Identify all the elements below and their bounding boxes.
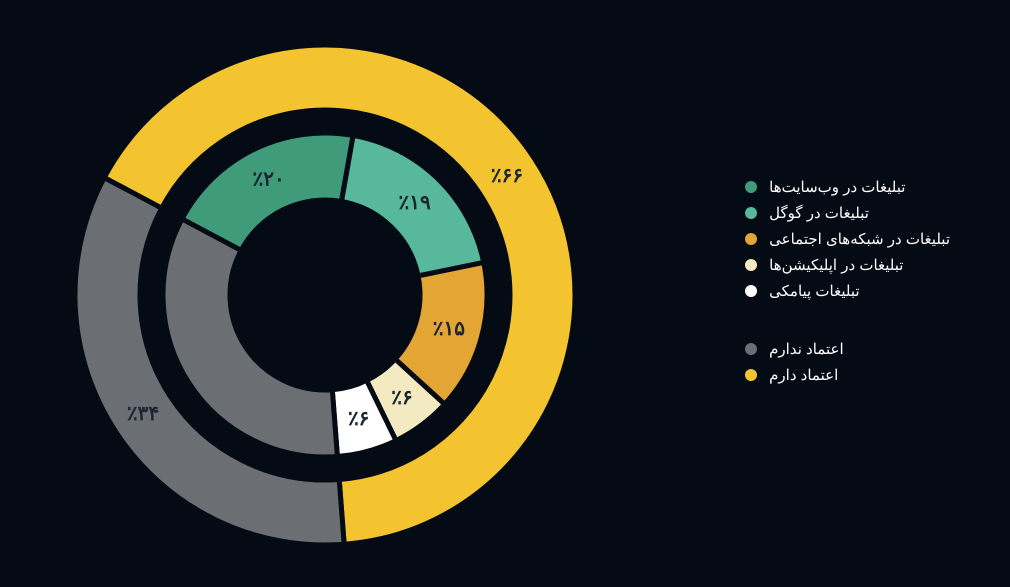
legend-category-label: تبلیغات پیامکی xyxy=(769,282,859,300)
legend-trust-label: اعتماد ندارم xyxy=(769,340,843,358)
legend-category-label: تبلیغات در شبکه‌های اجتماعی xyxy=(769,230,950,248)
legend-trust-dot xyxy=(745,369,757,381)
legend-trust-label: اعتماد دارم xyxy=(769,366,838,384)
legend-trust: اعتماد ندارم اعتماد دارم xyxy=(745,340,950,384)
legend-category-label: تبلیغات در گوگل xyxy=(769,204,869,222)
legend-trust-row: اعتماد دارم xyxy=(745,366,950,384)
legend-category-row: تبلیغات در وب‌سایت‌ها xyxy=(745,178,950,196)
legend-category-dot xyxy=(745,181,757,193)
legend-trust-dot xyxy=(745,343,757,355)
legend-category-dot xyxy=(745,259,757,271)
legend-category-row: تبلیغات در گوگل xyxy=(745,204,950,222)
legend-category-label: تبلیغات در وب‌سایت‌ها xyxy=(769,178,905,196)
inner-label-apps: ٪۶ xyxy=(391,387,412,409)
inner-label-google: ٪۱۹ xyxy=(398,192,430,214)
legend-category-row: تبلیغات پیامکی xyxy=(745,282,950,300)
legend-category-row: تبلیغات در شبکه‌های اجتماعی xyxy=(745,230,950,248)
legend: تبلیغات در وب‌سایت‌ها تبلیغات در گوگل تبلی… xyxy=(745,170,950,424)
outer-label-trust: ٪۶۶ xyxy=(491,165,523,187)
outer-label-no_trust: ٪۳۴ xyxy=(127,403,159,425)
legend-category-dot xyxy=(745,285,757,297)
inner-label-social: ٪۱۵ xyxy=(433,318,465,340)
legend-category-row: تبلیغات در اپلیکیشن‌ها xyxy=(745,256,950,274)
legend-category-dot xyxy=(745,233,757,245)
legend-trust-row: اعتماد ندارم xyxy=(745,340,950,358)
legend-category-dot xyxy=(745,207,757,219)
chart-container: ٪۶۶ ٪۳۴ ٪۲۰ ٪۱۹ ٪۱۵ ٪۶ ٪۶ تبلیغات در وب‌سایت‌ه… xyxy=(0,0,1010,587)
inner-label-websites: ٪۲۰ xyxy=(253,169,285,191)
legend-categories: تبلیغات در وب‌سایت‌ها تبلیغات در گوگل تبلی… xyxy=(745,178,950,300)
legend-category-label: تبلیغات در اپلیکیشن‌ها xyxy=(769,256,903,274)
nested-donut-chart: ٪۶۶ ٪۳۴ ٪۲۰ ٪۱۹ ٪۱۵ ٪۶ ٪۶ xyxy=(60,30,590,560)
inner-label-sms: ٪۶ xyxy=(348,408,369,430)
